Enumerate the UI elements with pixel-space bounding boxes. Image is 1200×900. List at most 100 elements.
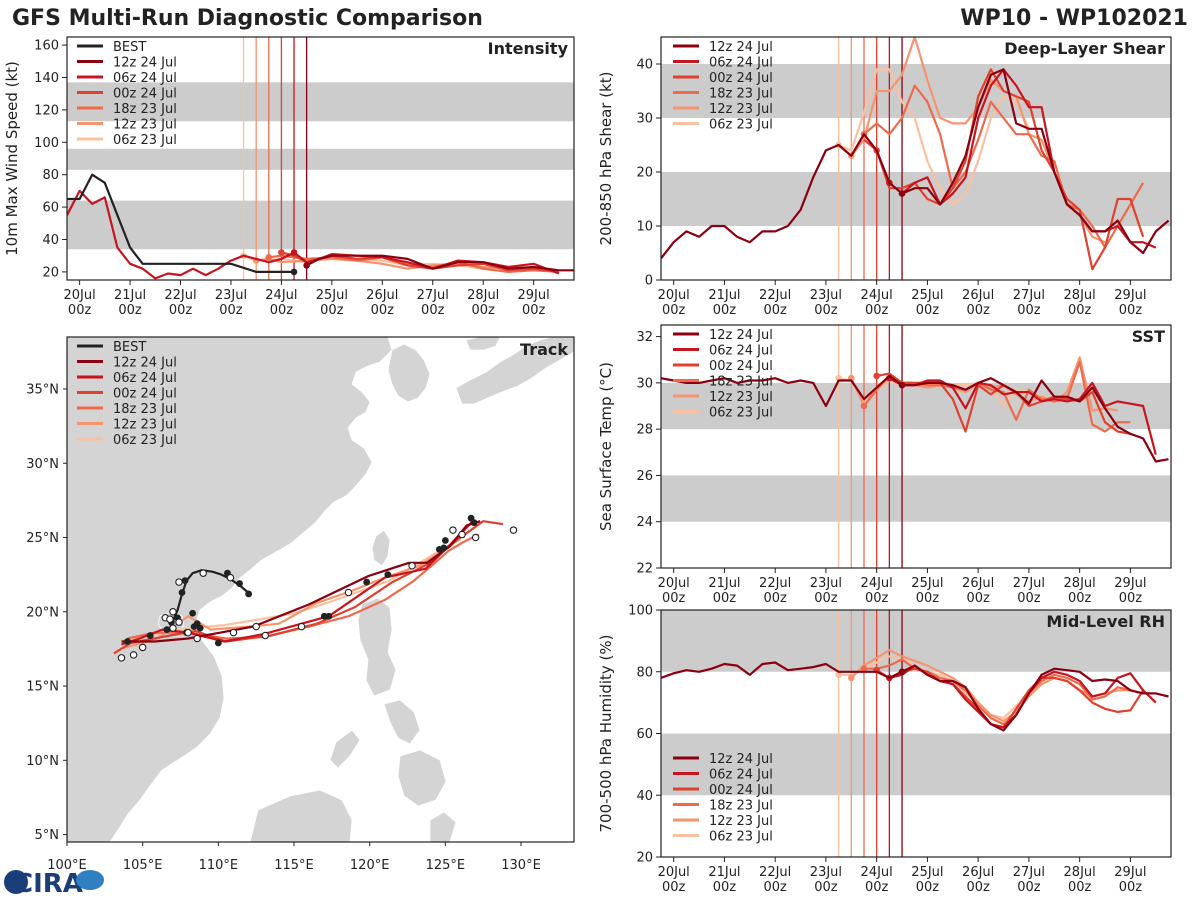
shear-band-1: [661, 64, 1171, 118]
rh-xtick-hour: 00z: [865, 880, 889, 895]
intensity-panel: 2040608010012014016020Jul00z21Jul00z22Ju…: [3, 36, 575, 318]
track-series-00z-24-jul: [113, 520, 504, 655]
rh-series-12z-24-jul: [661, 661, 1169, 732]
rh-xtick-hour: 00z: [763, 880, 787, 895]
sst-marker-12z-24-jul: [898, 381, 906, 389]
sst-xtick-hour: 00z: [865, 591, 889, 606]
track-xtick-label: 105°E: [123, 858, 163, 873]
intensity-series-18z-23-jul: [268, 254, 559, 273]
rh-band-0: [661, 733, 1171, 796]
track-legend-label-06z-24-jul: 06z 24 Jul: [113, 371, 177, 386]
rh-xtick-day: 29Jul: [1114, 865, 1146, 880]
track-ytick-label: 30°N: [26, 457, 59, 472]
rh-panel: 2040608010020Jul00z21Jul00z22Jul00z23Jul…: [597, 604, 1172, 895]
shear-xtick-hour: 00z: [662, 303, 686, 318]
sst-legend-label-06z-23-jul: 06z 23 Jul: [709, 406, 773, 421]
sst-series-group: [661, 356, 1169, 463]
sst-xtick-hour: 00z: [966, 591, 990, 606]
track-position-open-marker: [184, 628, 192, 637]
intensity-legend-label-18z-23-jul: 18z 23 Jul: [113, 102, 177, 117]
intensity-ytick-label: 40: [42, 233, 59, 248]
intensity-xtick-day: 22Jul: [164, 288, 196, 303]
track-position-marker: [363, 578, 371, 586]
shear-xtick-day: 27Jul: [1013, 288, 1045, 303]
track-grid: 100°E 105°E 110°E 115°E 120°E 125°E 130°E 5°N 10…: [26, 340, 568, 873]
sst-title: SST: [1132, 327, 1165, 346]
intensity-band-1: [67, 148, 574, 170]
sst-xtick-hour: 00z: [1017, 591, 1041, 606]
intensity-marker-12z-24-jul: [303, 262, 310, 269]
shear-xtick-day: 21Jul: [708, 288, 740, 303]
sst-xtick-hour: 00z: [814, 591, 838, 606]
track-legend-label-18z-23-jul: 18z 23 Jul: [113, 402, 177, 417]
taiwan: [371, 529, 391, 567]
sst-xtick-day: 24Jul: [861, 576, 893, 591]
sst-ytick-label: 32: [636, 330, 653, 345]
shear-legend-label-12z-24-jul: 12z 24 Jul: [709, 40, 773, 55]
shear-xtick-day: 26Jul: [962, 288, 994, 303]
shear-series-06z-23-jul: [838, 68, 1030, 206]
track-ytick-label: 20°N: [26, 605, 59, 620]
shear-xtick-day: 29Jul: [1114, 288, 1146, 303]
sst-xtick-day: 29Jul: [1114, 576, 1146, 591]
track-position-open-marker: [138, 643, 147, 652]
intensity-series-group: [67, 173, 574, 280]
intensity-series-best: [67, 173, 294, 273]
intensity-xtick-day: 29Jul: [518, 288, 550, 303]
intensity-band-2: [67, 82, 574, 122]
mainland-asia: [67, 337, 393, 842]
track-series-group: [113, 514, 518, 662]
intensity-ylabel: 10m Max Wind Speed (kt): [3, 61, 21, 256]
rh-xtick-hour: 00z: [662, 880, 686, 895]
korea: [387, 343, 431, 403]
intensity-band-0: [67, 200, 574, 250]
rh-xtick-day: 28Jul: [1064, 865, 1096, 880]
sulawesi: [429, 811, 457, 842]
intensity-xtick-day: 25Jul: [316, 288, 348, 303]
rh-xtick-day: 20Jul: [658, 865, 690, 880]
sst-xtick-day: 27Jul: [1013, 576, 1045, 591]
track-position-open-marker: [509, 526, 518, 534]
intensity-title: Intensity: [488, 39, 569, 58]
intensity-legend-label-00z-24-jul: 00z 24 Jul: [113, 87, 177, 102]
japan-north: [465, 337, 501, 351]
sst-xtick-hour: 00z: [1119, 591, 1143, 606]
shear-xtick-hour: 00z: [713, 303, 737, 318]
borneo: [249, 789, 353, 842]
shear-series-18z-23-jul: [850, 84, 1145, 249]
intensity-xtick-day: 24Jul: [265, 288, 297, 303]
sst-xtick-day: 28Jul: [1064, 576, 1096, 591]
shear-xtick-day: 22Jul: [759, 288, 791, 303]
rh-ylabel: 700-500 hPa Humidity (%): [597, 634, 615, 832]
track-position-open-marker: [175, 618, 183, 626]
track-position-open-marker: [449, 526, 457, 534]
shear-xtick-hour: 00z: [763, 303, 787, 318]
intensity-legend-label-12z-24-jul: 12z 24 Jul: [113, 56, 177, 71]
shear-legend-label-12z-23-jul: 12z 23 Jul: [709, 102, 773, 117]
track-position-open-marker: [252, 622, 260, 631]
track-position-marker: [196, 624, 204, 632]
sst-xtick-day: 26Jul: [962, 576, 994, 591]
rh-legend-label-00z-24-jul: 00z 24 Jul: [709, 783, 773, 798]
rh-series-18z-23-jul: [864, 658, 1144, 726]
sst-legend-label-12z-24-jul: 12z 24 Jul: [709, 328, 773, 343]
track-position-marker: [146, 632, 154, 639]
track-ytick-label: 5°N: [35, 828, 60, 843]
shear-series-06z-24-jul: [888, 68, 1157, 249]
track-ytick-label: 35°N: [26, 382, 59, 397]
cira-globe-icon: [4, 870, 28, 894]
intensity-xtick-hour: 00z: [320, 303, 344, 318]
shear-xtick-hour: 00z: [966, 303, 990, 318]
track-position-open-marker: [169, 608, 177, 616]
shear-ytick-label: 0: [645, 274, 653, 289]
cira-logo-text: CIRA: [14, 869, 83, 899]
intensity-xtick-day: 26Jul: [366, 288, 398, 303]
japan: [455, 337, 574, 405]
shear-ytick-label: 10: [636, 220, 653, 235]
shear-marker-12z-24-jul: [898, 190, 906, 197]
track-xtick-label: 115°E: [274, 858, 314, 873]
sst-xtick-hour: 00z: [763, 591, 787, 606]
rh-xtick-hour: 00z: [814, 880, 838, 895]
